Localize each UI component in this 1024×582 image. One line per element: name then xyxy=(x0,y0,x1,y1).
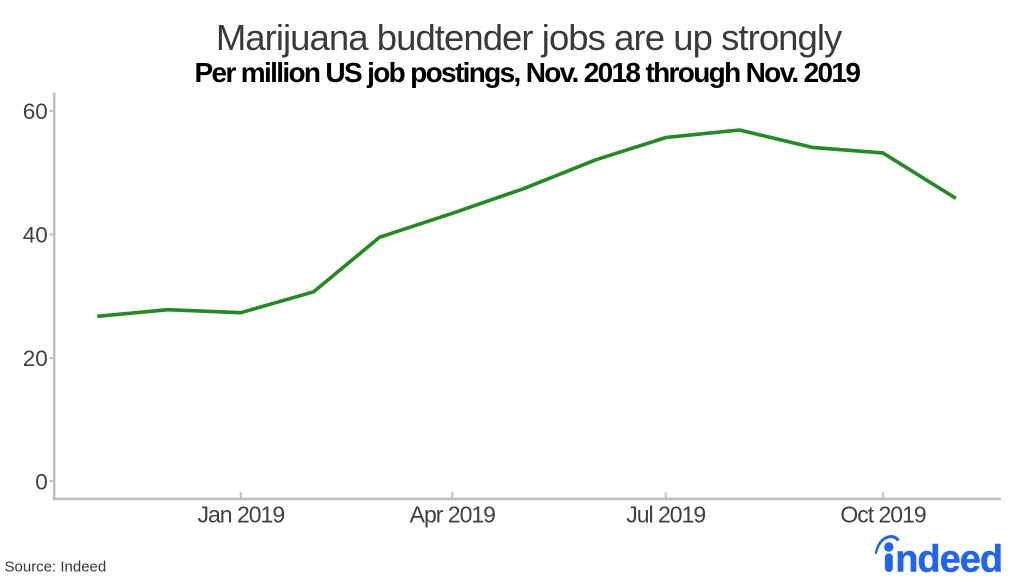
svg-text:Per million US job postings, N: Per million US job postings, Nov. 2018 t… xyxy=(195,57,861,88)
svg-text:Source: Indeed: Source: Indeed xyxy=(5,559,107,576)
svg-text:Oct 2019: Oct 2019 xyxy=(840,501,926,527)
svg-text:Marijuana budtender jobs are u: Marijuana budtender jobs are up strongly xyxy=(216,17,843,58)
svg-text:ndeed: ndeed xyxy=(895,539,1002,581)
svg-text:0: 0 xyxy=(35,469,48,494)
svg-text:60: 60 xyxy=(23,99,48,124)
svg-text:Apr 2019: Apr 2019 xyxy=(410,501,496,527)
svg-text:20: 20 xyxy=(23,346,48,371)
svg-text:40: 40 xyxy=(23,223,48,248)
svg-text:Jul 2019: Jul 2019 xyxy=(626,501,705,527)
svg-text:Jan 2019: Jan 2019 xyxy=(197,501,284,527)
